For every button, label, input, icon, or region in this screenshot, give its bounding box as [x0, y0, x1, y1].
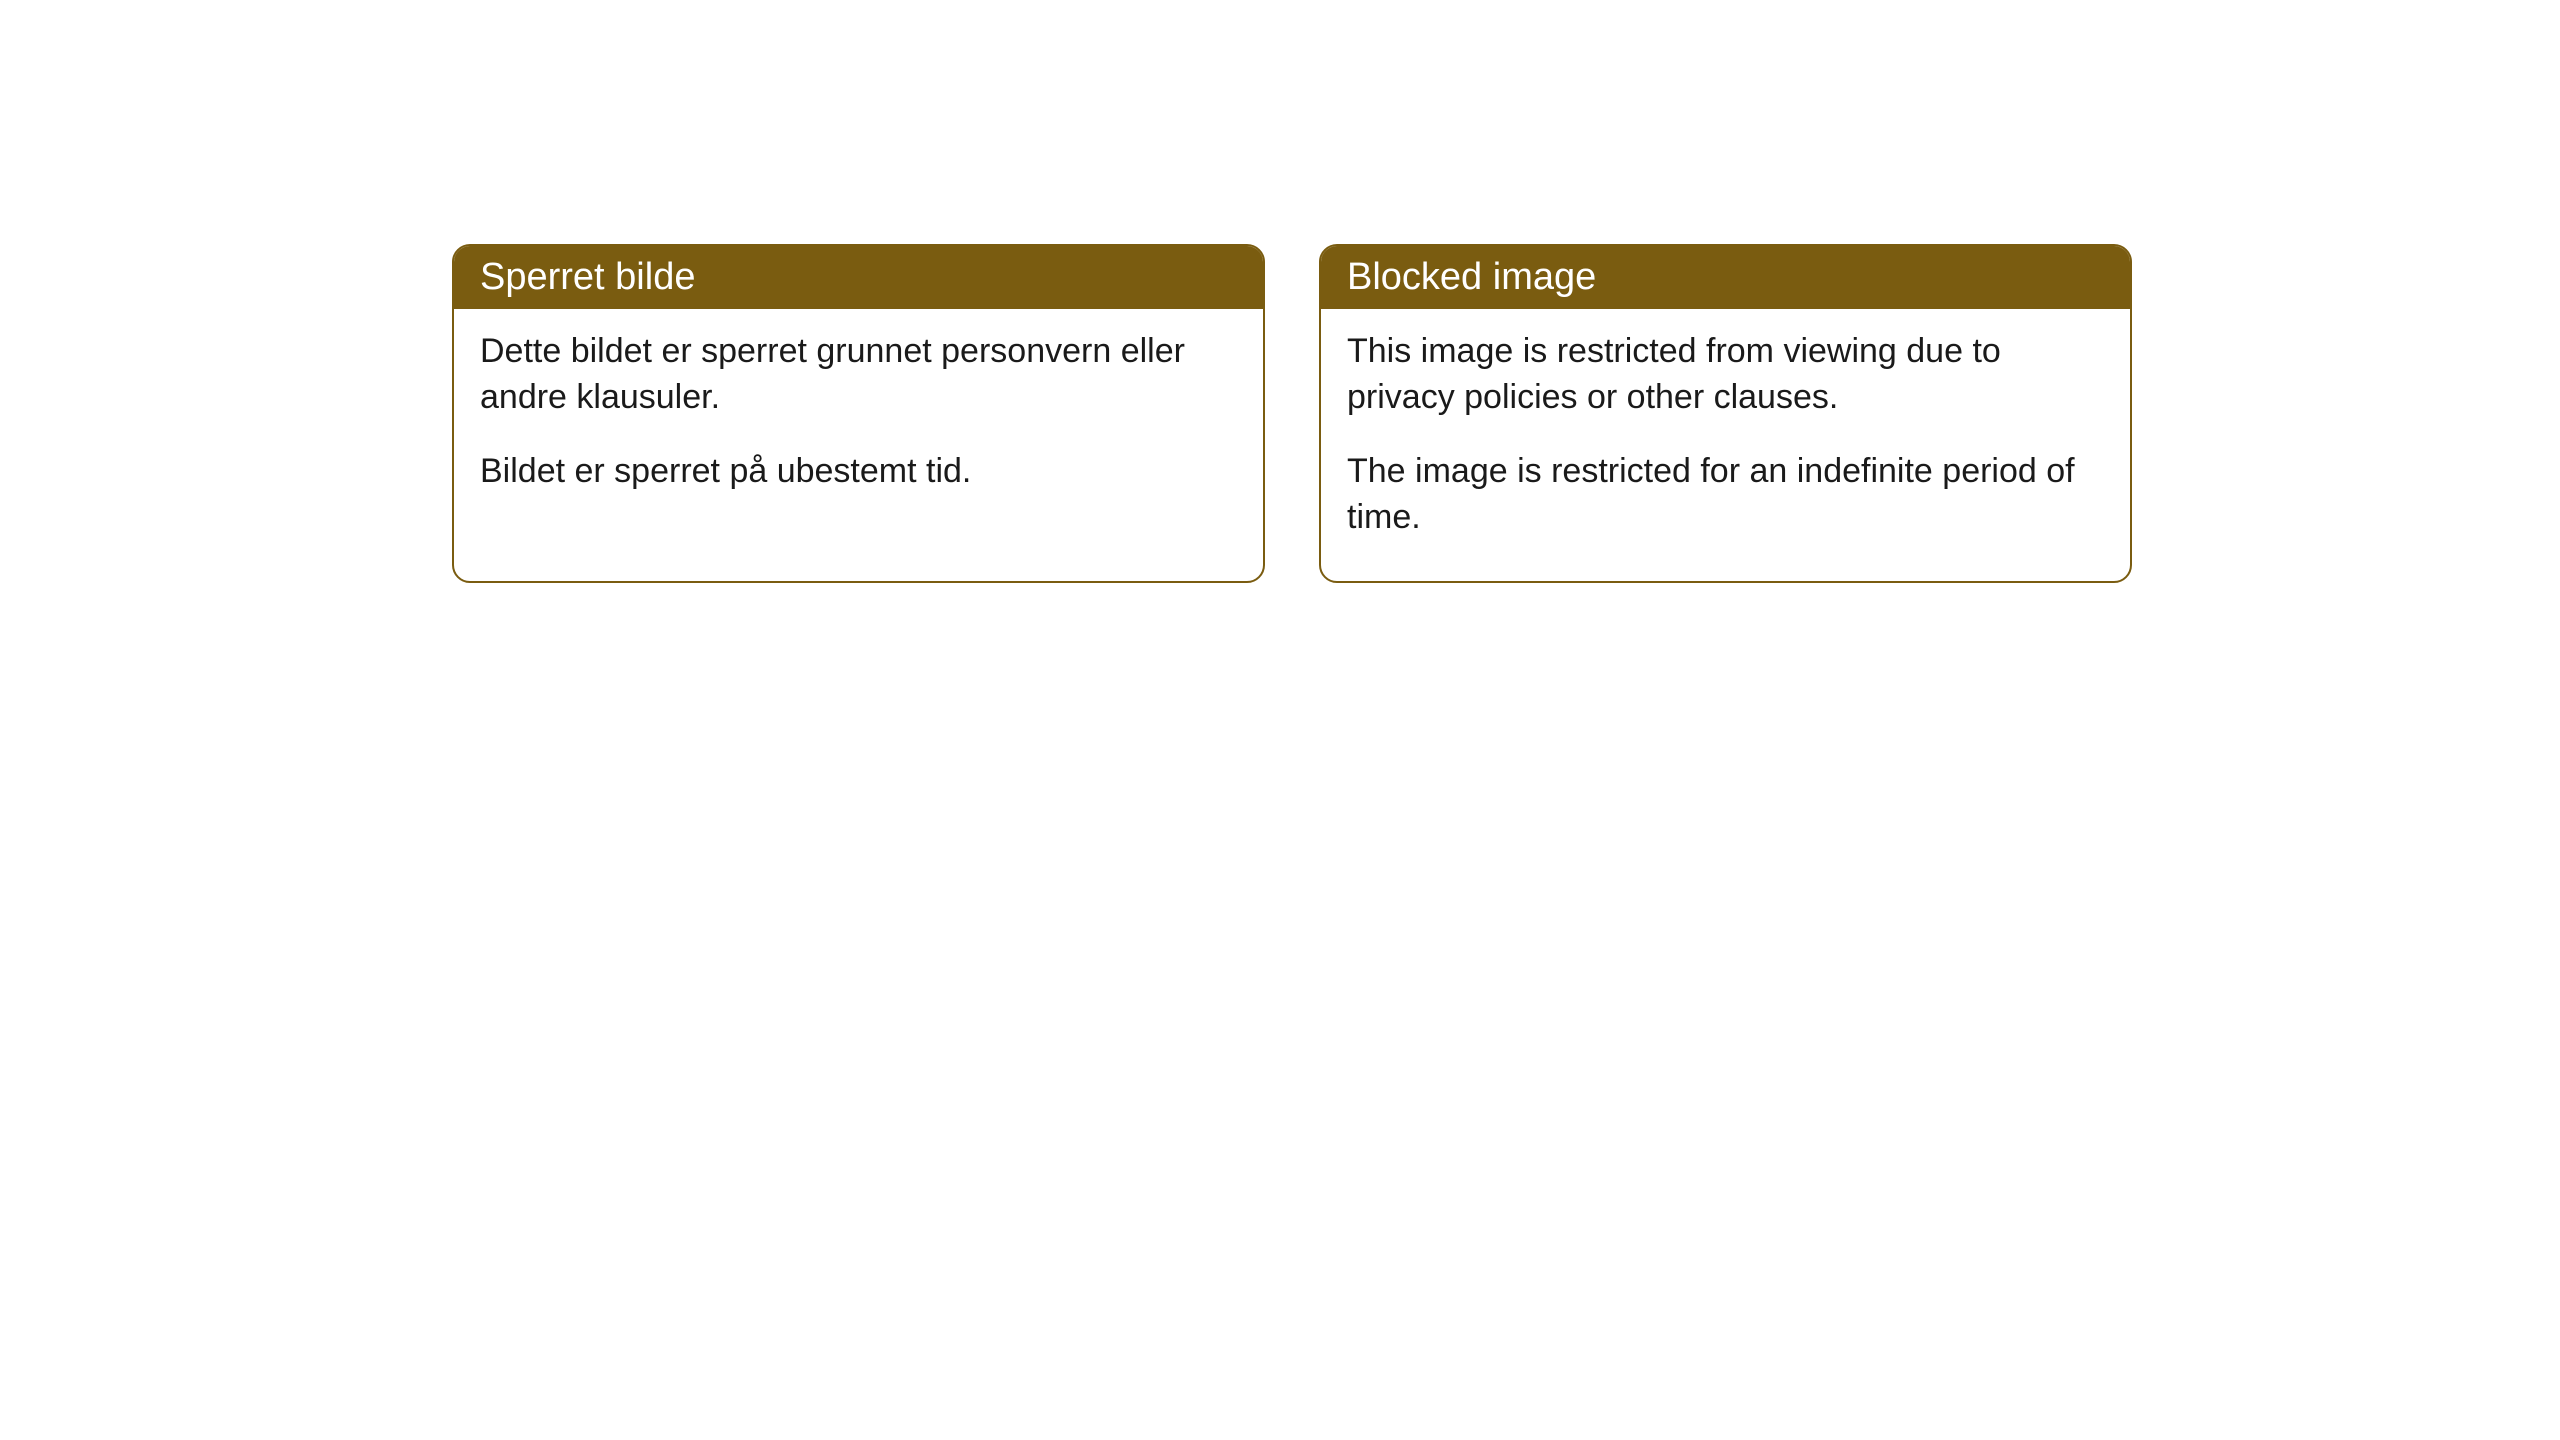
card-paragraph: The image is restricted for an indefinit… — [1347, 449, 2104, 541]
blocked-image-card-english: Blocked image This image is restricted f… — [1319, 244, 2132, 583]
blocked-image-card-norwegian: Sperret bilde Dette bildet er sperret gr… — [452, 244, 1265, 583]
card-header: Blocked image — [1321, 246, 2130, 309]
card-paragraph: Bildet er sperret på ubestemt tid. — [480, 449, 1237, 495]
card-header: Sperret bilde — [454, 246, 1263, 309]
card-title: Blocked image — [1347, 256, 1596, 298]
card-body: Dette bildet er sperret grunnet personve… — [454, 309, 1263, 535]
card-body: This image is restricted from viewing du… — [1321, 309, 2130, 581]
info-cards-container: Sperret bilde Dette bildet er sperret gr… — [452, 244, 2560, 583]
card-paragraph: Dette bildet er sperret grunnet personve… — [480, 329, 1237, 421]
card-paragraph: This image is restricted from viewing du… — [1347, 329, 2104, 421]
card-title: Sperret bilde — [480, 256, 695, 298]
